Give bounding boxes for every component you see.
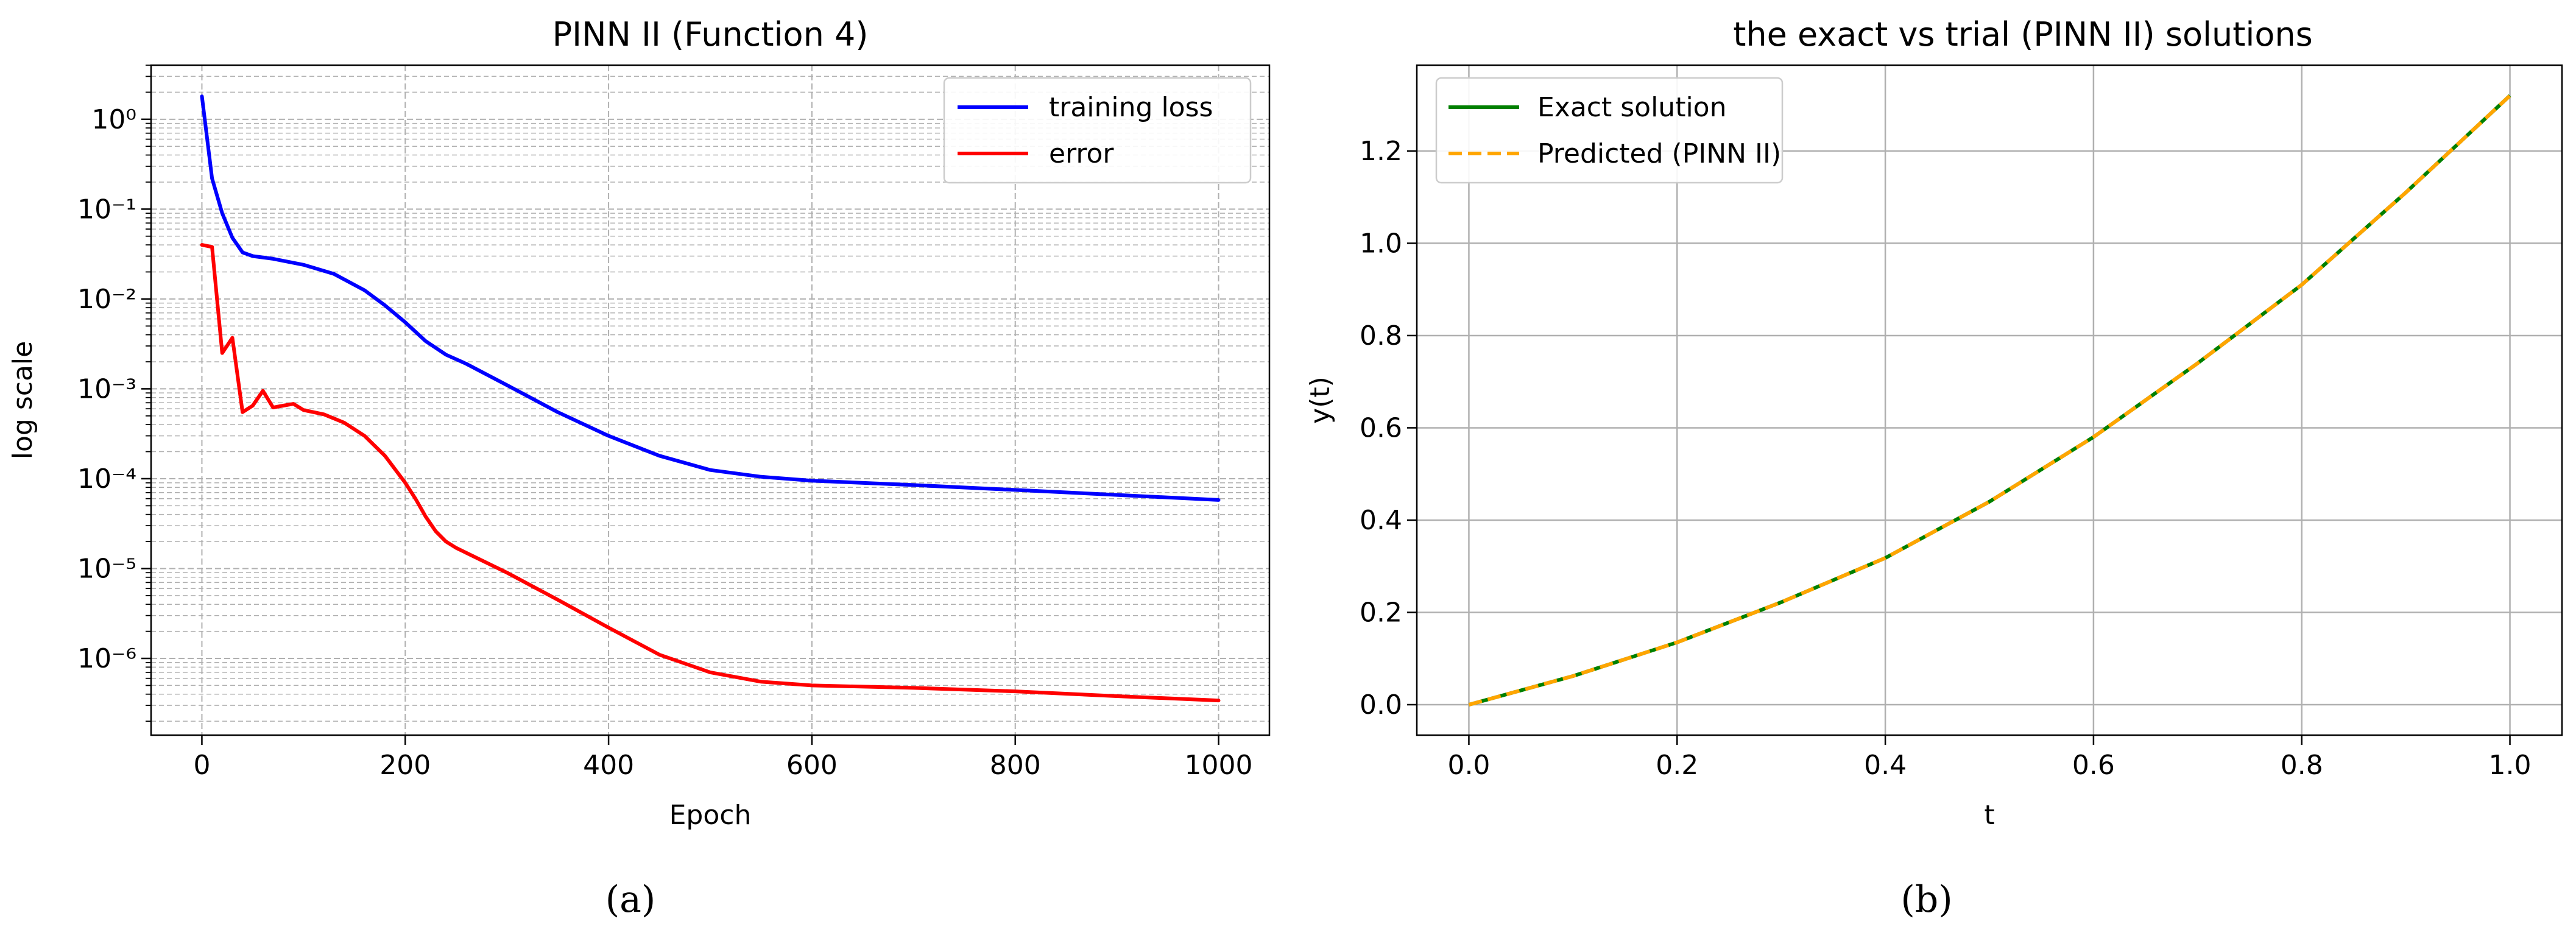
panel-a-series-line-error	[200, 243, 1221, 703]
panel-b-y-tick-label: 1.0	[1360, 228, 1402, 259]
panel-b-x-ticks: 0.0 0.2 0.4 0.6 0.8 1.0	[1447, 735, 2532, 781]
panel-a-x-axis-label: Epoch	[669, 800, 752, 831]
panel-b-legend-label-predicted: Predicted (PINN II)	[1537, 138, 1781, 169]
panel-a-x-tick-label: 600	[786, 750, 838, 781]
panel-b-plot-frame	[1416, 64, 2563, 736]
panel-b-x-tick-label: 0.2	[1656, 750, 1698, 781]
caption-a: (a)	[605, 878, 656, 921]
panel-a-y-ticks: 10⁻⁶ 10⁻⁵ 10⁻⁴ 10⁻³ 10⁻² 10⁻¹ 10⁰	[77, 65, 151, 722]
panel-a-y-tick-label: 10⁻⁶	[77, 643, 136, 674]
panel-a-x-ticks: 0 200 400 600 800 1000	[193, 735, 1253, 781]
panel-a-y-tick-label: 10⁻⁴	[77, 463, 136, 495]
panel-b-y-tick-label: 1.2	[1360, 136, 1402, 167]
panel-b-y-tick-label: 0.0	[1360, 689, 1402, 721]
panel-a-y-tick-label: 10⁻⁵	[77, 553, 136, 584]
panel-b-x-axis-label: t	[1984, 800, 1994, 831]
panel-b-x-tick-label: 0.6	[2072, 750, 2115, 781]
panel-b-y-tick-label: 0.4	[1360, 505, 1402, 536]
panel-b-legend-label-exact: Exact solution	[1537, 92, 1726, 123]
panel-b-x-tick-label: 1.0	[2489, 750, 2532, 781]
panel-b-series	[1468, 94, 2511, 707]
panel-a-series	[200, 94, 1221, 703]
panel-a-x-tick-label: 800	[990, 750, 1041, 781]
panel-b-y-ticks: 0.0 0.2 0.4 0.6 0.8 1.0 1.2	[1360, 136, 1417, 721]
panel-a-legend: training loss error	[943, 77, 1252, 184]
panel-a-legend-label-error: error	[1049, 138, 1114, 169]
panel-b-x-tick-label: 0.8	[2281, 750, 2323, 781]
panel-b-y-axis-label: y(t)	[1305, 376, 1336, 424]
panel-a-loss-chart: PINN II (Function 4) 0 200 400 600 800 1000 1…	[7, 15, 1271, 831]
panel-a-plot-frame	[150, 64, 1271, 736]
panel-b-y-tick-label: 0.2	[1360, 597, 1402, 628]
panel-a-legend-label-training-loss: training loss	[1049, 92, 1213, 123]
panel-a-y-tick-label: 10⁻²	[77, 284, 136, 315]
panel-b-y-tick-label: 0.6	[1360, 412, 1402, 443]
panel-b-x-tick-label: 0.0	[1447, 750, 1490, 781]
panel-a-y-tick-label: 10⁰	[91, 104, 136, 135]
panel-b-series-line-Predicted-PINN-II	[1468, 94, 2511, 707]
panel-a-legend-box	[943, 77, 1252, 184]
panel-b-y-tick-label: 0.8	[1360, 320, 1402, 351]
panel-a-x-tick-label: 400	[583, 750, 634, 781]
panel-b-legend: Exact solution Predicted (PINN II)	[1435, 77, 1784, 184]
panel-a-x-tick-label: 200	[379, 750, 431, 781]
panel-a-grid	[151, 65, 1269, 735]
panel-b-title: the exact vs trial (PINN II) solutions	[1733, 15, 2313, 54]
caption-b: (b)	[1900, 878, 1952, 921]
panel-a-x-tick-label: 0	[193, 750, 210, 781]
panel-b-x-tick-label: 0.4	[1864, 750, 1907, 781]
panel-a-x-tick-label: 1000	[1185, 750, 1253, 781]
panel-b-solution-chart: the exact vs trial (PINN II) solutions 0…	[1305, 15, 2563, 831]
panel-a-y-tick-label: 10⁻³	[77, 373, 136, 404]
panel-a-series-line-training-loss	[200, 94, 1221, 502]
panel-a-y-axis-label: log scale	[7, 341, 38, 459]
panel-a-y-tick-label: 10⁻¹	[77, 194, 136, 225]
panel-a-title: PINN II (Function 4)	[552, 15, 869, 54]
panel-b-legend-box	[1435, 77, 1784, 184]
